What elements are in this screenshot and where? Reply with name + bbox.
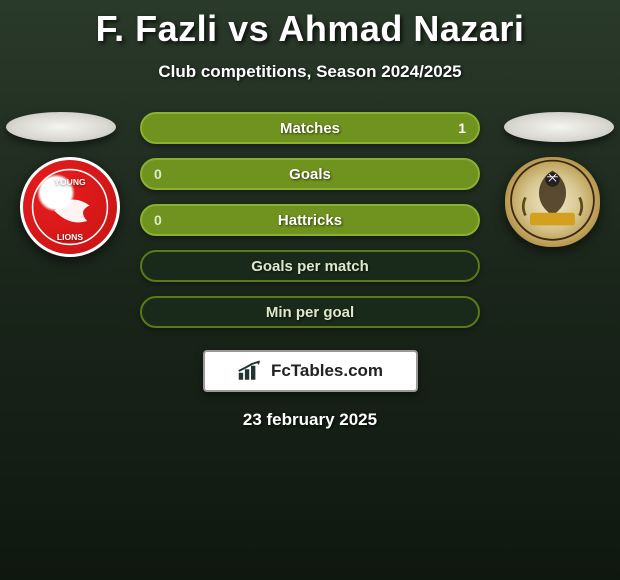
player-disc-right	[504, 112, 614, 142]
team-logo-left-label: YOUNG LIONS	[31, 168, 109, 246]
svg-text:LIONS: LIONS	[57, 232, 83, 242]
stat-left-value: 0	[154, 212, 162, 228]
stat-row-min-per-goal: Min per goal	[140, 296, 480, 328]
stats-container: Matches 1 0 Goals 0 Hattricks Goals per …	[140, 112, 480, 342]
svg-text:YOUNG: YOUNG	[54, 177, 86, 187]
team-logo-left: YOUNG LIONS	[20, 157, 120, 257]
brand-badge[interactable]: FcTables.com	[203, 350, 418, 392]
team-logo-right	[505, 157, 600, 247]
stat-label: Goals	[289, 166, 331, 183]
stat-label: Goals per match	[251, 258, 369, 275]
stat-row-matches: Matches 1	[140, 112, 480, 144]
stat-label: Hattricks	[278, 212, 342, 229]
comparison-panel: YOUNG LIONS Matches 1 0 Goals 0 Hattric	[0, 112, 620, 342]
stat-label: Min per goal	[266, 304, 354, 321]
comparison-title: F. Fazli vs Ahmad Nazari	[0, 0, 620, 50]
brand-text: FcTables.com	[271, 361, 383, 381]
stat-row-hattricks: 0 Hattricks	[140, 204, 480, 236]
chart-icon	[237, 360, 265, 382]
stat-label: Matches	[280, 120, 340, 137]
snapshot-date: 23 february 2025	[0, 410, 620, 430]
stat-right-value: 1	[458, 120, 466, 136]
stat-row-goals-per-match: Goals per match	[140, 250, 480, 282]
stat-left-value: 0	[154, 166, 162, 182]
season-subtitle: Club competitions, Season 2024/2025	[0, 62, 620, 82]
stat-row-goals: 0 Goals	[140, 158, 480, 190]
player-disc-left	[6, 112, 116, 142]
